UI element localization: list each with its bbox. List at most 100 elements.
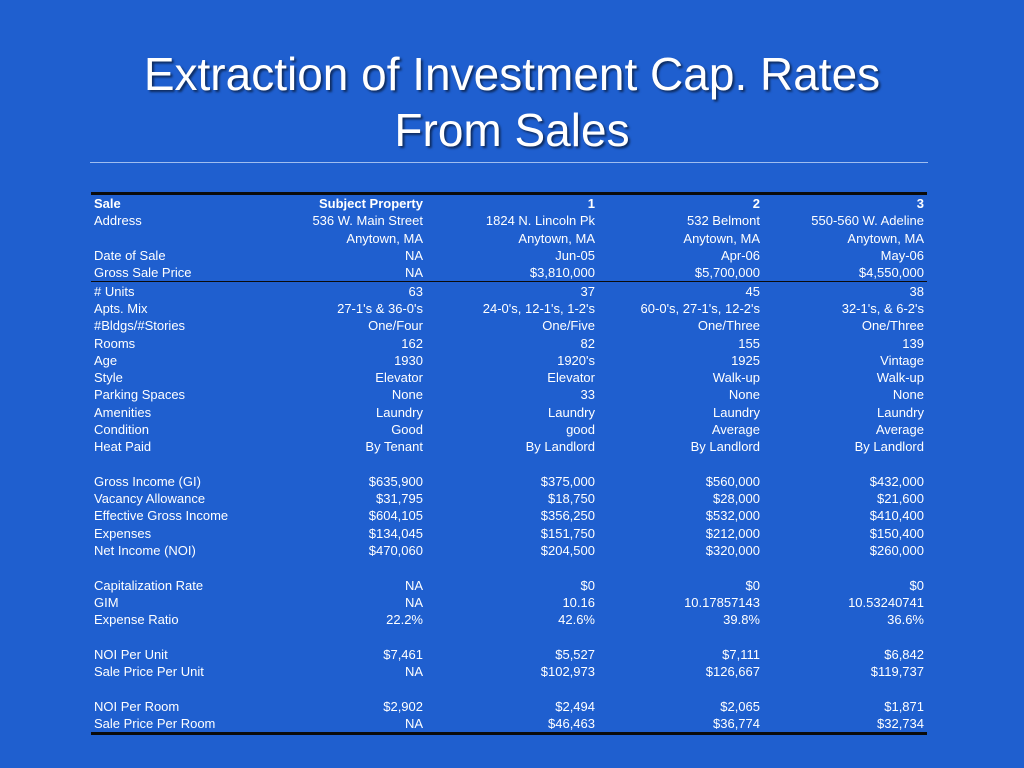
value-cell: 1824 N. Lincoln Pk [485, 213, 595, 229]
header-sale-3: 3 [763, 192, 927, 213]
value-cell: 162 [401, 335, 423, 351]
value-cell: NA [404, 664, 423, 680]
value-cell: 42.6% [558, 612, 595, 628]
value-cell [598, 628, 763, 645]
value-cell: By Landlord [690, 439, 760, 455]
header-subject-property: Subject Property [234, 192, 426, 213]
header-sale-1: 1 [426, 192, 598, 213]
value-cell: 155 [738, 335, 760, 351]
value-cell: $21,600 [877, 491, 924, 507]
value-cell: One/Three [861, 318, 924, 334]
value-cell [426, 559, 598, 576]
value-cell [234, 455, 426, 472]
value-cell: Jun-05 [555, 248, 595, 264]
value-cell: $560,000 [705, 473, 760, 489]
value-cell: $126,667 [705, 664, 760, 680]
row-label-cell: Amenities [94, 404, 152, 420]
value-cell: Anytown, MA [518, 230, 595, 246]
value-cell: $212,000 [705, 525, 760, 541]
row-label-cell: Apts. Mix [94, 300, 148, 316]
value-cell: Average [875, 422, 924, 437]
value-cell: $46,463 [426, 714, 598, 736]
value-cell: None [728, 387, 760, 403]
value-cell: $32,734 [763, 714, 927, 736]
value-cell: $7,461 [383, 646, 423, 662]
value-cell: 1925 [731, 352, 760, 368]
value-cell [426, 628, 598, 645]
value-cell: $470,060 [368, 543, 423, 559]
table-row: Address 536 W. Main Street 1824 N. Lincoln… [91, 212, 927, 229]
value-cell: $28,000 [713, 491, 760, 507]
value-cell [426, 680, 598, 697]
table-row [91, 559, 927, 576]
row-label-cell [91, 628, 234, 645]
value-cell [598, 559, 763, 576]
value-cell: By Landlord [854, 439, 924, 455]
value-cell: $432,000 [869, 473, 924, 489]
value-cell: $36,774 [598, 714, 763, 736]
table-row: GIM NA 10.16 10.17857143 10.53240741 [91, 594, 927, 611]
value-cell: Elevator [375, 370, 423, 386]
value-cell: 38 [763, 281, 927, 300]
row-label-cell [91, 559, 234, 576]
value-cell: Vintage [880, 352, 924, 368]
value-cell: Average [711, 422, 760, 437]
value-cell: Walk-up [876, 370, 924, 386]
value-cell: $18,750 [548, 491, 595, 507]
value-cell [234, 559, 426, 576]
table-row [91, 680, 927, 697]
table-row: NOI Per Room $2,902 $2,494 $2,065 $1,871 [91, 698, 927, 715]
value-cell: $1,871 [884, 698, 924, 714]
row-label-cell: Style [94, 370, 123, 386]
table-row: Apts. Mix 27-1's & 36-0's 24-0's, 12-1's, … [91, 300, 927, 317]
row-label-cell: Rooms [94, 335, 136, 351]
value-cell: $604,105 [368, 508, 423, 524]
value-cell: $134,045 [368, 525, 423, 541]
row-label-cell: Address [94, 213, 142, 229]
value-cell [763, 628, 927, 645]
value-cell: $3,810,000 [529, 265, 595, 281]
header-sale-2: 2 [598, 192, 763, 213]
value-cell: None [391, 387, 423, 403]
value-cell: $0 [909, 577, 924, 593]
value-cell: By Landlord [525, 439, 595, 455]
row-label-cell: # Units [91, 281, 234, 300]
value-cell [763, 680, 927, 697]
table-row: Expense Ratio 22.2% 42.6% 39.8% 36.6% [91, 611, 927, 628]
table-row: Date of Sale NA Jun-05 Apr-06 May-06 [91, 247, 927, 264]
value-cell: $150,400 [869, 525, 924, 541]
value-cell: 532 Belmont [687, 213, 760, 229]
value-cell: Laundry [376, 404, 423, 420]
value-cell: $532,000 [705, 508, 760, 524]
row-label-cell: Effective Gross Income [94, 508, 229, 524]
value-cell: 1930 [394, 352, 423, 368]
value-cell: Anytown, MA [683, 230, 760, 246]
row-label-cell: NOI Per Unit [94, 646, 168, 662]
row-label-cell: Expense Ratio [94, 612, 179, 628]
row-label-cell: Age [94, 352, 118, 368]
table-row: Vacancy Allowance $31,795 $18,750 $28,000 $2… [91, 490, 927, 507]
table-row: Anytown, MA Anytown, MA Anytown, MA Anytown… [91, 230, 927, 247]
value-cell: $2,902 [383, 698, 423, 714]
value-cell: $5,527 [555, 646, 595, 662]
value-cell: Elevator [547, 370, 595, 386]
value-cell: 45 [598, 281, 763, 300]
value-cell: 39.8% [723, 612, 760, 628]
value-cell [426, 455, 598, 472]
value-cell: $320,000 [705, 543, 760, 559]
table-row [91, 628, 927, 645]
table-row: Capitalization Rate NA $0 $0 $0 [91, 577, 927, 594]
value-cell: $635,900 [368, 473, 423, 489]
table-row: Style Elevator Elevator Walk-up Walk-up [91, 369, 927, 386]
value-cell: Laundry [877, 404, 924, 420]
value-cell: 10.16 [562, 594, 595, 610]
value-cell: 32-1's, & 6-2's [841, 300, 924, 316]
value-cell: $410,400 [869, 508, 924, 524]
value-cell [763, 559, 927, 576]
row-label-cell: Heat Paid [94, 439, 152, 455]
value-cell: 536 W. Main Street [312, 213, 423, 229]
value-cell: $260,000 [869, 543, 924, 559]
value-cell: 24-0's, 12-1's, 1-2's [482, 300, 595, 316]
value-cell: 139 [902, 335, 924, 351]
value-cell [234, 628, 426, 645]
